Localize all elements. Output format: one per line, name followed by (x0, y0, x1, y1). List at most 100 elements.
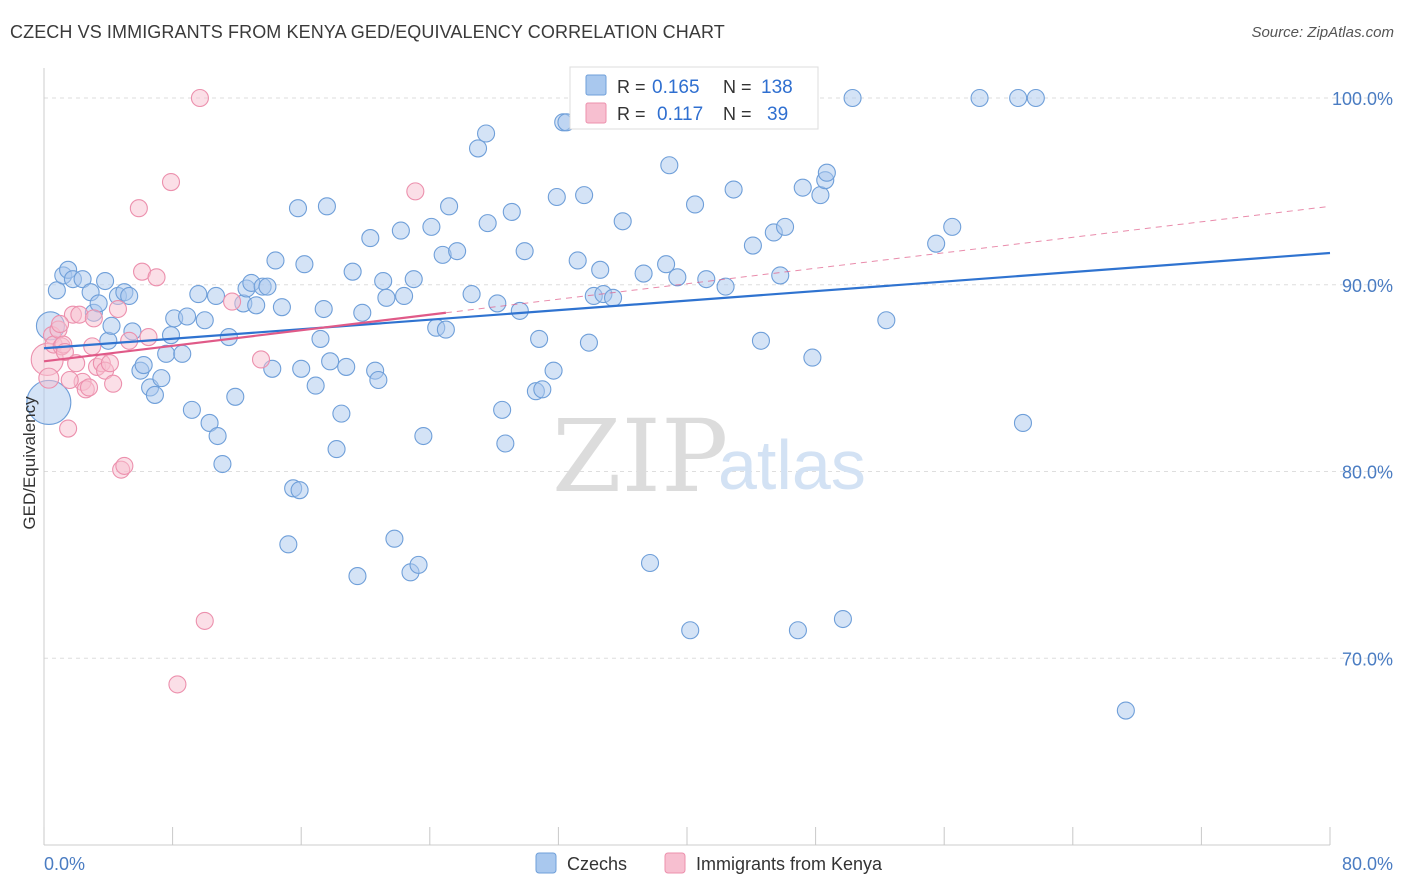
kenya-point (147, 268, 166, 287)
czech-point (811, 186, 830, 205)
czech-point (440, 197, 459, 216)
czech-point (776, 217, 795, 236)
watermark-atlas: atlas (718, 426, 866, 504)
czech-point (337, 357, 356, 376)
czech-point (530, 329, 549, 348)
kenya-point (51, 314, 70, 334)
czech-point (317, 197, 336, 216)
czech-point (258, 277, 277, 296)
czech-point (161, 326, 181, 345)
czech-point (1026, 88, 1045, 108)
czech-point (488, 294, 507, 313)
legend-n-value-kenya: 39 (767, 104, 788, 125)
czech-point (833, 609, 852, 629)
trend-lines (43, 205, 1331, 363)
bottom-legend-czechs: Czechs (567, 854, 627, 874)
chart-title: CZECH VS IMMIGRANTS FROM KENYA GED/EQUIV… (10, 22, 725, 42)
czech-point (391, 221, 410, 240)
czech-point (369, 370, 388, 390)
czech-point (817, 163, 836, 182)
gridlines (44, 97, 1392, 659)
watermark-zip: ZIP (552, 398, 728, 515)
kenya-point (104, 374, 123, 393)
czech-point (208, 426, 227, 446)
czech-point (295, 255, 314, 274)
czech-point (306, 376, 325, 395)
czech-point (510, 301, 529, 320)
czech-point (751, 331, 770, 350)
czech-point (145, 385, 164, 404)
czech-point (361, 229, 380, 248)
legend-r-value-kenya: 0.117 (657, 104, 703, 125)
kenya-point (195, 611, 214, 630)
czech-point (448, 242, 467, 261)
legend-n-label-kenya: N = (723, 104, 752, 124)
kenya-point (190, 88, 209, 108)
czech-point (591, 260, 610, 279)
czech-point (348, 567, 367, 586)
czech-point (496, 434, 515, 453)
czech-point (152, 369, 171, 388)
bottom-legend-kenya: Immigrants from Kenya (696, 854, 883, 874)
czech-point (468, 139, 488, 158)
kenya-point (108, 299, 127, 319)
czech-point (332, 404, 351, 423)
kenya-point (59, 419, 78, 438)
kenya-point (139, 327, 158, 347)
czech-point (660, 156, 679, 175)
kenya-point (251, 350, 271, 369)
legend-n-label-czechs: N = (723, 77, 752, 97)
czech-point (47, 281, 66, 300)
kenya-point (100, 354, 119, 373)
czech-point (173, 344, 192, 363)
czech-point (716, 277, 735, 296)
czech-point (970, 88, 989, 108)
czech-point (502, 202, 521, 221)
czech-point (613, 212, 632, 231)
czech-point (1116, 701, 1135, 720)
czech-point (290, 481, 309, 500)
czech-point (927, 234, 946, 253)
czech-point (377, 288, 396, 307)
kenya-point (60, 370, 79, 390)
czech-point (877, 311, 896, 330)
czech-point (724, 180, 743, 199)
czech-point (681, 621, 700, 640)
czech-point (279, 535, 298, 554)
chart-source: Source: ZipAtlas.com (1251, 24, 1394, 41)
czech-point (1013, 413, 1033, 433)
legend-frame (569, 66, 819, 130)
czech-point (311, 329, 330, 348)
czech-point (189, 285, 208, 304)
czech-point (178, 307, 197, 326)
czech-point (89, 294, 108, 313)
czech-point (1009, 88, 1028, 108)
czech-point (288, 199, 308, 218)
legend-r-label-czechs: R = (617, 77, 646, 97)
czech-point (182, 400, 201, 419)
x-tick-max: 80.0% (1342, 854, 1393, 874)
czech-point (353, 303, 372, 322)
kenya-point (161, 172, 181, 192)
czech-point (803, 348, 822, 367)
kenya-trend-extension (445, 205, 1331, 314)
legend-r-label-kenya: R = (617, 104, 646, 124)
czech-point (515, 242, 534, 261)
czech-point (247, 296, 266, 315)
czech-point (272, 298, 291, 317)
czech-point (409, 555, 428, 574)
kenya-point (115, 456, 134, 475)
czech-point (462, 285, 481, 304)
czech-point (99, 331, 118, 350)
czech-point (395, 286, 414, 306)
czech-point (771, 266, 790, 285)
czech-point (422, 217, 441, 236)
watermark: ZIP atlas (552, 398, 866, 515)
czech-point (697, 270, 716, 289)
czech-point (385, 529, 404, 548)
czech-point (436, 320, 455, 339)
y-tick-label: 70.0% (1342, 649, 1393, 669)
czech-point (568, 251, 587, 270)
czech-point (604, 288, 623, 307)
